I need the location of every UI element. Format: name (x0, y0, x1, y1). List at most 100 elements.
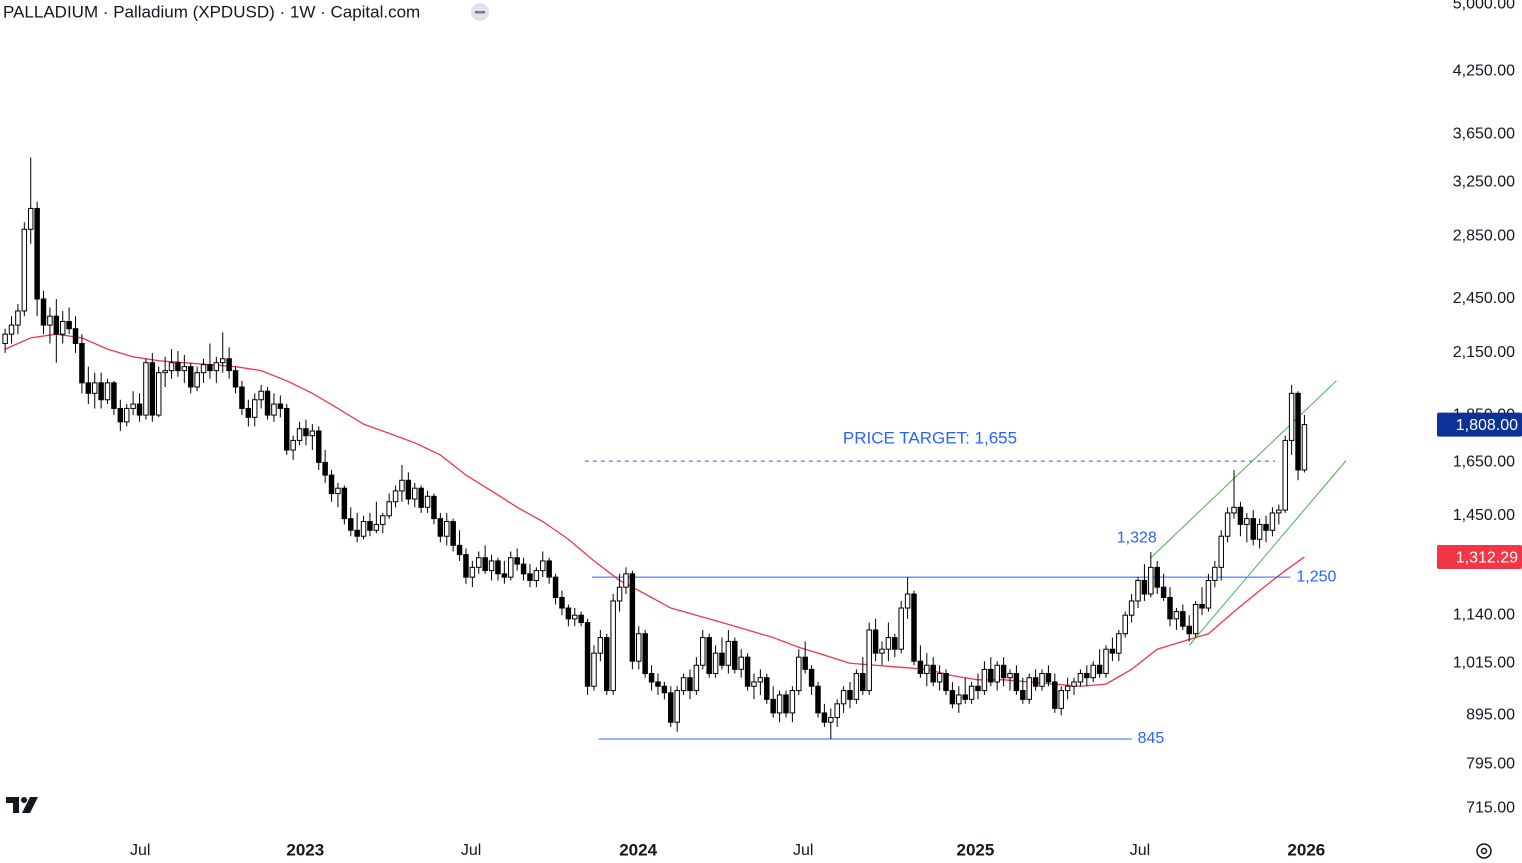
candle-body (21, 228, 28, 312)
y-tick-label: 4,250.00 (1453, 63, 1515, 80)
y-tick-label: 795.00 (1466, 755, 1515, 772)
candle-body (757, 677, 764, 683)
candle-body (85, 382, 92, 394)
candle-body (187, 366, 194, 388)
candle-body (79, 342, 85, 384)
candle-body (879, 648, 885, 654)
candle-body (239, 386, 245, 409)
y-tick-label: 2,450.00 (1453, 290, 1515, 307)
peak-label: 1,328 (1117, 529, 1157, 546)
candle-body (949, 690, 956, 705)
candle-body (655, 681, 661, 687)
candle-body (764, 677, 770, 700)
candle-body (802, 656, 808, 670)
candle-body (744, 656, 751, 687)
candle-body (815, 685, 821, 714)
candle-body (463, 554, 469, 578)
candle-body (578, 614, 584, 624)
candle-body (1128, 600, 1135, 616)
candle-body (476, 557, 482, 568)
candle-body (322, 461, 328, 476)
candle-body (1167, 596, 1173, 620)
candle-body (8, 324, 15, 335)
candle-body (1013, 673, 1020, 692)
candle-body (693, 664, 700, 692)
candle-body (1224, 512, 1231, 537)
candle-body (194, 372, 200, 388)
settings-icon[interactable] (1476, 843, 1492, 859)
candle-body (1064, 685, 1071, 692)
channel-line (1150, 380, 1337, 559)
candle-body (424, 495, 431, 508)
candle-body (207, 364, 213, 372)
candle-body (316, 430, 322, 463)
candle-body (1276, 509, 1282, 514)
candle-body (258, 390, 264, 401)
y-tick-label: 1,140.00 (1453, 606, 1515, 623)
y-tick-label: 2,850.00 (1453, 228, 1515, 245)
level-label: 845 (1138, 730, 1165, 747)
candle-body (661, 685, 668, 694)
x-tick-label: 2024 (619, 840, 657, 859)
candle-body (616, 586, 623, 602)
candle-body (15, 310, 21, 326)
candle-body (271, 403, 277, 416)
candle-body (520, 563, 527, 575)
candle-body (789, 690, 796, 714)
candle-body (1141, 579, 1148, 595)
candle-body (303, 428, 309, 437)
candle-body (1148, 566, 1154, 595)
candle-body (431, 495, 437, 520)
candle-body (277, 403, 284, 409)
candle-body (155, 372, 162, 416)
candle-body (584, 622, 591, 687)
candle-body (853, 673, 860, 700)
candle-body (1032, 677, 1039, 687)
candle-body (309, 430, 316, 437)
candle-body (482, 557, 488, 572)
candle-body (104, 382, 111, 401)
candle-body (469, 566, 476, 578)
channel-line (1188, 460, 1347, 646)
candle-body (783, 694, 789, 714)
candle-body (610, 600, 616, 692)
candle-body (437, 518, 444, 537)
candle-body (943, 673, 949, 692)
candle-body (1288, 392, 1295, 441)
y-tick-label: 715.00 (1466, 799, 1515, 816)
candle-body (1154, 566, 1160, 588)
candle-body (687, 677, 693, 692)
candle-body (130, 403, 136, 409)
candle-body (1045, 673, 1052, 683)
candle-body (680, 677, 687, 692)
candle-body (1058, 690, 1064, 709)
candle-body (181, 366, 188, 372)
candle-body (1026, 677, 1032, 700)
candle-body (219, 358, 226, 364)
candle-body (1186, 625, 1192, 635)
candle-body (975, 685, 981, 692)
candle-body (725, 640, 732, 666)
candle-body (642, 633, 648, 675)
candle-body (712, 652, 719, 675)
y-tick-label: 1,650.00 (1453, 454, 1515, 471)
candle-body (59, 321, 66, 335)
candle-body (1231, 506, 1237, 514)
candle-body (796, 656, 802, 692)
candle-body (1199, 603, 1205, 609)
candle-body (34, 207, 40, 300)
candle-body (834, 703, 840, 719)
candle-body (1160, 586, 1167, 598)
candle-body (1237, 506, 1244, 525)
candle-body (1244, 518, 1250, 525)
candle-body (1180, 611, 1186, 627)
candle-body (284, 407, 290, 451)
candle-body (565, 607, 572, 620)
candle-body (508, 557, 514, 578)
candle-body (1122, 614, 1128, 635)
y-tick-label: 5,000.00 (1453, 0, 1515, 12)
candle-body (328, 474, 335, 495)
candle-body (572, 614, 578, 620)
x-tick-label: Jul (461, 842, 481, 859)
candle-body (860, 673, 866, 692)
